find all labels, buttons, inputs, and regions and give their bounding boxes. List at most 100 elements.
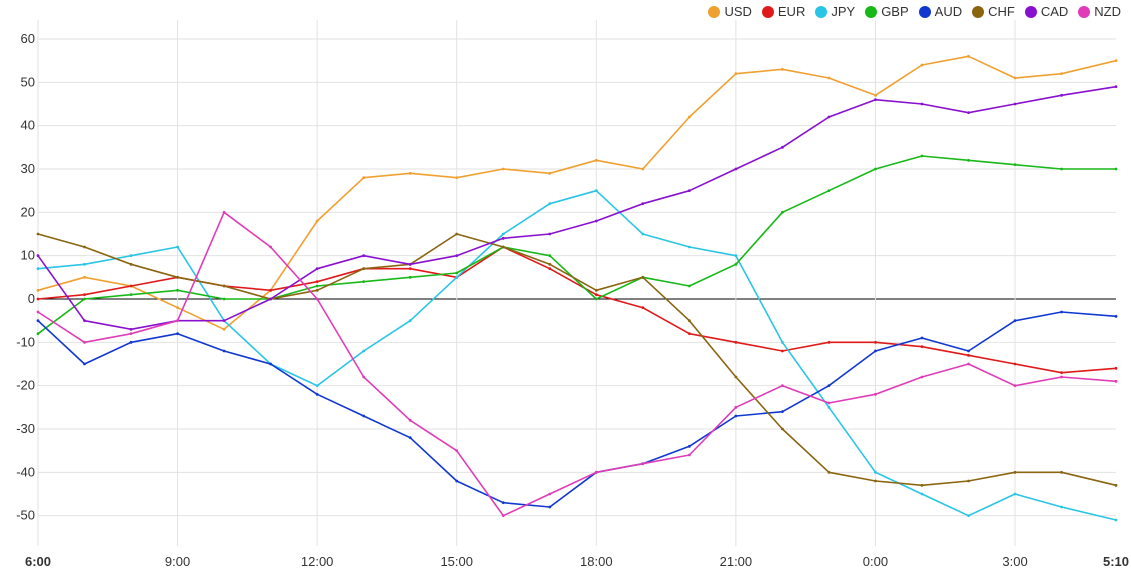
- legend-item-chf[interactable]: CHF: [972, 4, 1015, 19]
- x-tick-label: 3:00: [1002, 554, 1027, 569]
- legend-label: GBP: [881, 4, 909, 19]
- data-point-chf: [548, 262, 552, 266]
- y-tick-label: 60: [21, 31, 35, 46]
- series-line-eur: [37, 246, 1117, 374]
- data-point-usd: [967, 54, 970, 58]
- data-point-cad: [734, 167, 738, 171]
- data-point-usd: [501, 167, 505, 171]
- legend-item-nzd[interactable]: NZD: [1078, 4, 1121, 19]
- data-point-cad: [129, 327, 133, 331]
- series-line-jpy: [37, 189, 1117, 521]
- data-point-usd: [315, 219, 319, 223]
- data-point-chf: [594, 288, 598, 292]
- data-point-jpy: [967, 514, 970, 518]
- x-tick-label: 6:00: [25, 554, 51, 569]
- data-point-jpy: [594, 189, 598, 193]
- legend-item-jpy[interactable]: JPY: [815, 4, 855, 19]
- data-point-cad: [641, 202, 645, 206]
- data-point-aud: [781, 410, 784, 414]
- legend-swatch-icon: [761, 5, 774, 18]
- data-point-jpy: [874, 470, 877, 474]
- data-point-gbp: [594, 297, 598, 301]
- series-line-chf: [37, 233, 1117, 487]
- data-point-gbp: [1013, 163, 1017, 167]
- data-point-chf: [222, 284, 226, 288]
- data-point-usd: [641, 167, 645, 171]
- data-point-aud: [967, 349, 970, 353]
- legend-label: JPY: [831, 4, 856, 19]
- data-point-jpy: [827, 405, 831, 409]
- data-point-jpy: [687, 245, 691, 249]
- data-point-cad: [501, 236, 505, 240]
- data-point-nzd: [408, 418, 412, 422]
- data-point-jpy: [83, 262, 86, 266]
- chart-legend[interactable]: USD EUR JPY GBP AUD CHF CAD NZD: [708, 4, 1121, 19]
- data-point-cad: [315, 267, 319, 271]
- data-point-aud: [362, 414, 366, 418]
- legend-swatch-icon: [1024, 5, 1037, 18]
- data-point-nzd: [501, 514, 505, 518]
- axis-labels: 60 50 40 30 20 10 0 -10 -20 -30 -40 -50 6:00 9:00 12:0…: [16, 31, 1129, 569]
- data-point-gbp: [455, 271, 459, 275]
- data-point-chf: [920, 483, 924, 487]
- data-point-jpy: [36, 267, 40, 271]
- data-point-jpy: [501, 232, 505, 236]
- x-tick-label: 0:00: [863, 554, 888, 569]
- data-point-nzd: [455, 449, 459, 453]
- data-point-aud: [827, 384, 831, 388]
- data-point-usd: [1114, 59, 1118, 63]
- legend-item-eur[interactable]: EUR: [761, 4, 805, 19]
- data-point-jpy: [1060, 505, 1063, 509]
- legend-swatch-icon: [865, 5, 878, 18]
- x-tick-label: 12:00: [301, 554, 334, 569]
- data-point-nzd: [176, 319, 179, 323]
- legend-item-gbp[interactable]: GBP: [865, 4, 909, 19]
- data-point-chf: [1013, 470, 1017, 474]
- data-point-chf: [827, 470, 831, 474]
- data-point-nzd: [687, 453, 691, 457]
- data-point-jpy: [734, 254, 738, 258]
- data-point-nzd: [1114, 379, 1118, 383]
- legend-label: CAD: [1040, 4, 1069, 19]
- data-point-gbp: [1060, 167, 1063, 171]
- data-point-nzd: [315, 297, 319, 301]
- data-point-gbp: [687, 284, 691, 288]
- y-tick-label: -30: [16, 421, 35, 436]
- data-point-jpy: [129, 254, 133, 258]
- data-point-usd: [548, 171, 552, 175]
- data-point-gbp: [781, 210, 784, 214]
- legend-item-aud[interactable]: AUD: [918, 4, 962, 19]
- legend-swatch-icon: [918, 5, 931, 18]
- data-point-nzd: [362, 375, 366, 379]
- data-point-gbp: [83, 297, 86, 301]
- data-point-jpy: [548, 202, 552, 206]
- data-point-aud: [501, 501, 505, 505]
- series-lines: [36, 54, 1118, 522]
- data-point-aud: [687, 444, 691, 448]
- legend-item-usd[interactable]: USD: [708, 4, 752, 19]
- data-point-nzd: [269, 245, 273, 249]
- data-point-aud: [734, 414, 738, 418]
- data-point-usd: [687, 115, 691, 119]
- data-point-eur: [1013, 362, 1017, 366]
- data-point-chf: [362, 267, 366, 271]
- data-point-aud: [455, 479, 459, 483]
- legend-item-cad[interactable]: CAD: [1024, 4, 1069, 19]
- data-point-cad: [36, 254, 40, 258]
- data-point-eur: [129, 284, 133, 288]
- data-point-aud: [548, 505, 552, 509]
- data-point-gbp: [874, 167, 877, 171]
- data-point-chf: [734, 375, 738, 379]
- data-point-cad: [269, 297, 273, 301]
- data-point-usd: [734, 72, 738, 76]
- data-point-jpy: [315, 384, 319, 388]
- data-point-nzd: [548, 492, 552, 496]
- data-point-aud: [83, 362, 86, 366]
- data-point-usd: [455, 176, 459, 180]
- data-point-cad: [1013, 102, 1017, 106]
- data-point-aud: [1114, 314, 1118, 318]
- data-point-aud: [874, 349, 877, 353]
- data-point-cad: [781, 145, 784, 149]
- data-point-usd: [408, 171, 412, 175]
